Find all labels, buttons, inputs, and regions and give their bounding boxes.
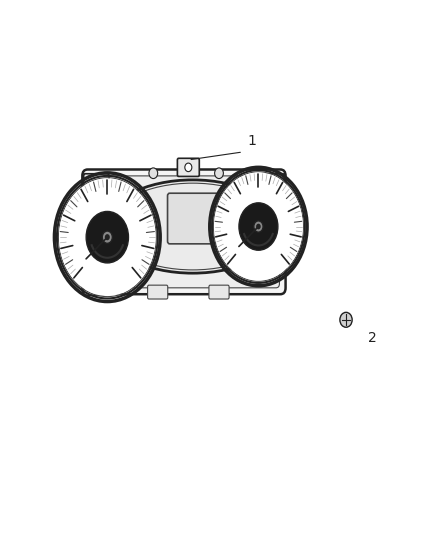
Ellipse shape xyxy=(105,180,280,273)
Circle shape xyxy=(215,168,223,179)
Text: 1: 1 xyxy=(247,134,256,148)
FancyBboxPatch shape xyxy=(84,269,108,295)
FancyBboxPatch shape xyxy=(84,174,109,205)
FancyBboxPatch shape xyxy=(88,176,279,288)
FancyBboxPatch shape xyxy=(177,158,199,176)
Ellipse shape xyxy=(86,212,128,263)
FancyBboxPatch shape xyxy=(167,193,218,244)
Text: 2: 2 xyxy=(368,332,377,345)
Ellipse shape xyxy=(239,203,278,250)
FancyBboxPatch shape xyxy=(82,169,286,294)
Ellipse shape xyxy=(256,224,261,229)
Circle shape xyxy=(185,163,192,172)
Circle shape xyxy=(149,168,158,179)
Circle shape xyxy=(266,183,277,196)
Circle shape xyxy=(92,277,100,287)
Ellipse shape xyxy=(109,183,277,270)
Ellipse shape xyxy=(105,234,110,240)
Ellipse shape xyxy=(214,172,303,281)
Ellipse shape xyxy=(254,221,263,232)
FancyBboxPatch shape xyxy=(148,285,168,299)
FancyBboxPatch shape xyxy=(209,285,229,299)
Ellipse shape xyxy=(102,231,112,243)
Circle shape xyxy=(85,243,94,253)
FancyBboxPatch shape xyxy=(259,174,284,205)
Circle shape xyxy=(91,183,102,196)
Ellipse shape xyxy=(59,179,155,296)
Circle shape xyxy=(340,312,352,327)
